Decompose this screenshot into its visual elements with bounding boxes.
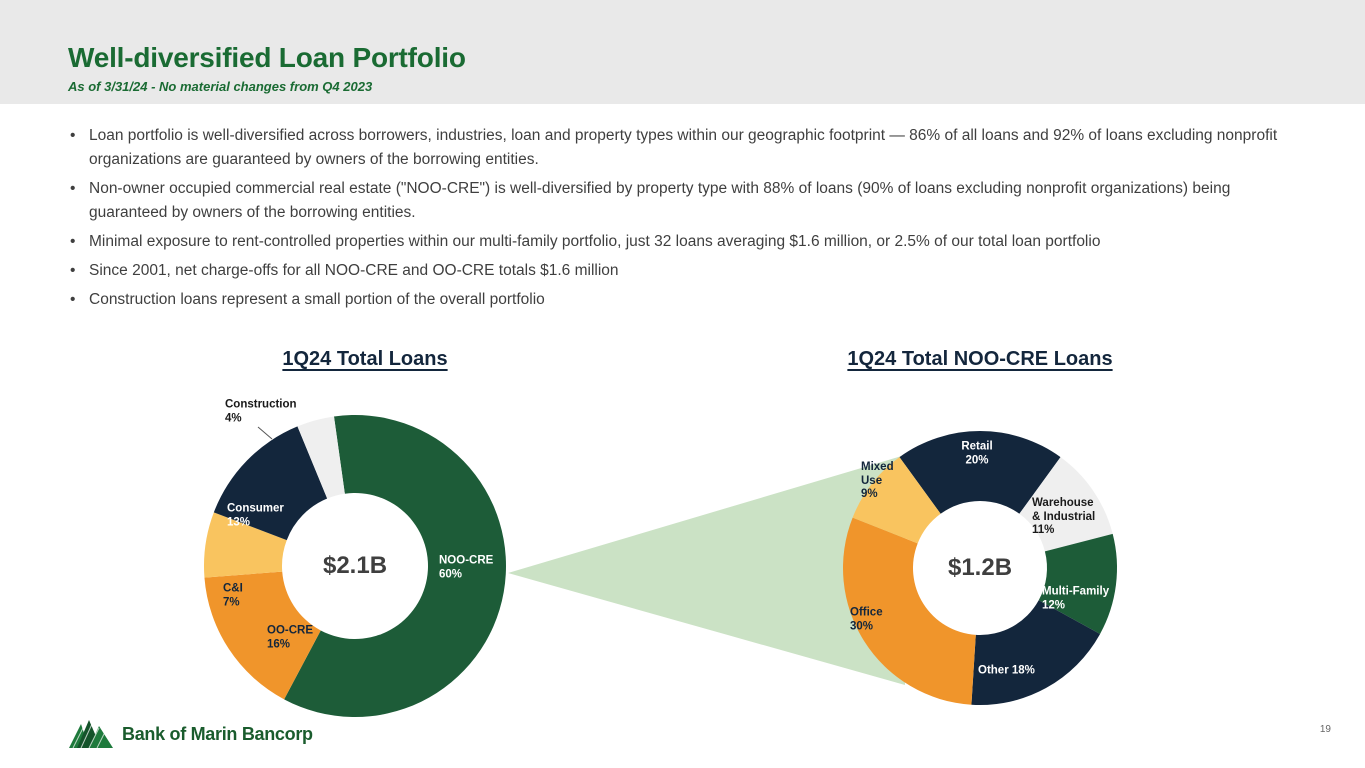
bullet-item: Loan portfolio is well-diversified acros…	[68, 124, 1300, 172]
bullet-item: Non-owner occupied commercial real estat…	[68, 177, 1300, 225]
segment-label-multi-family: Multi-Family 12%	[1042, 585, 1110, 612]
donut-segment-warehouse-industrial	[1019, 457, 1113, 552]
center-label-noo-cre-loans: $1.2B	[947, 554, 1013, 581]
donut-segment-mixed-use	[852, 457, 941, 544]
segment-label-mixed-use: Mixed Use 9%	[861, 460, 894, 500]
segment-label-c-i: C&I 7%	[223, 582, 243, 609]
mountain-logo-icon	[69, 720, 113, 749]
bank-logo-text: Bank of Marin Bancorp	[122, 723, 313, 744]
donut-segment-office	[843, 517, 976, 705]
bullet-item: Construction loans represent a small por…	[68, 288, 1300, 312]
callout-line-construction	[257, 426, 273, 440]
donut-segment-oo-cre	[204, 571, 321, 700]
chart-title-noo-cre-loans: 1Q24 Total NOO-CRE Loans	[847, 348, 1113, 370]
page-title: Well-diversified Loan Portfolio	[68, 42, 466, 73]
donut-segment-other	[971, 600, 1101, 706]
page-number: 19	[1319, 724, 1331, 735]
bank-logo: Bank of Marin Bancorp	[68, 719, 313, 749]
segment-label-office: Office 30%	[850, 606, 883, 633]
segment-label-retail: Retail 20%	[961, 440, 993, 467]
donut-segment-c-i	[204, 512, 287, 578]
bullet-list: Loan portfolio is well-diversified acros…	[68, 124, 1300, 317]
segment-label-noo-cre: NOO-CRE 60%	[439, 554, 494, 581]
donut-segment-consumer	[213, 426, 328, 541]
bullet-item: Minimal exposure to rent-controlled prop…	[68, 230, 1300, 254]
segment-label-other: Other 18%	[978, 664, 1035, 677]
donut-segment-noo-cre	[284, 414, 506, 717]
segment-label-warehouse-industrial: Warehouse & Industrial 11%	[1032, 496, 1096, 536]
segment-label-consumer: Consumer 13%	[227, 502, 284, 529]
header-band: Well-diversified Loan Portfolio As of 3/…	[0, 0, 1365, 104]
beam-shape	[508, 455, 905, 685]
segment-label-oo-cre: OO-CRE 16%	[267, 624, 313, 651]
bullet-item: Since 2001, net charge-offs for all NOO-…	[68, 259, 1300, 283]
chart-title-total-loans: 1Q24 Total Loans	[282, 348, 448, 370]
donut-segment-multi-family	[1038, 533, 1117, 635]
page-subtitle: As of 3/31/24 - No material changes from…	[68, 79, 373, 94]
donut-segment-retail	[899, 431, 1061, 514]
donut-segment-construction	[297, 416, 345, 499]
segment-label-construction: Construction 4%	[225, 398, 297, 425]
center-label-total-loans: $2.1B	[322, 552, 388, 579]
